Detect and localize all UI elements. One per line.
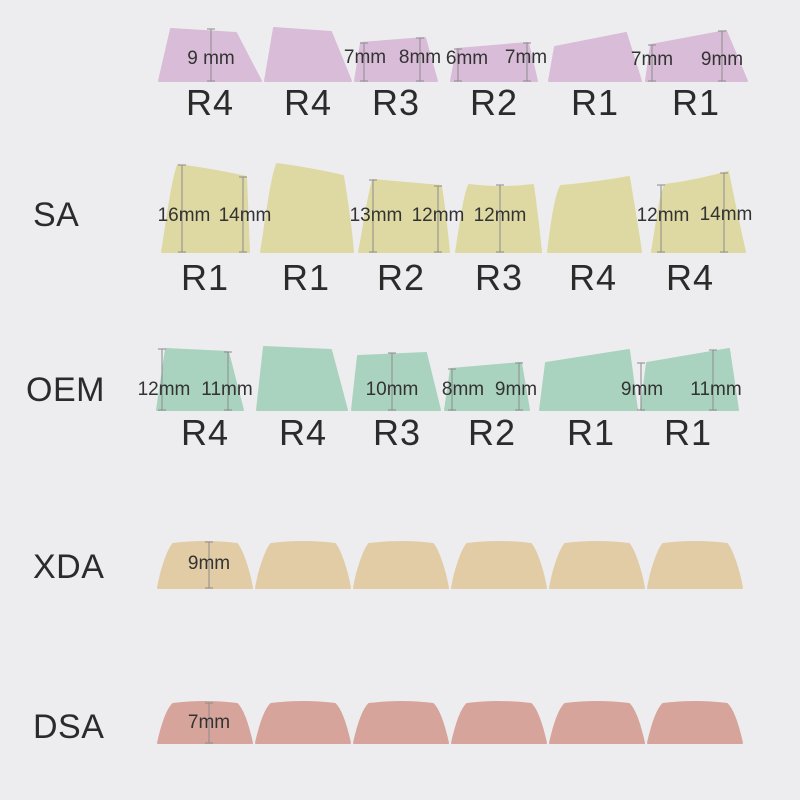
keycap-xda-6 [647,541,743,589]
measurement-label: 9 mm [187,48,235,69]
measurement-label: 10mm [365,379,419,400]
keycap-xda-2 [255,541,351,589]
measurement-label: 7mm [504,47,548,68]
row-label: R3 [372,412,422,453]
keycap-dsa-1 [157,701,253,744]
measurement-label: 8mm [441,379,485,400]
profile-label-sa: SA [33,196,80,234]
keycap-dsa-3 [353,701,449,744]
keycap-xda-3 [353,541,449,589]
keycap-sa-r2 [358,179,450,253]
measurement-label: 6mm [445,48,489,69]
keycap-xda-4 [451,541,547,589]
keycap-sa-r1-2 [260,163,354,253]
measurement-label: 7mm [343,47,387,68]
keycap-row-oem [156,346,739,411]
row-label: R4 [180,412,230,453]
measurement-lines-row-cherry [207,28,726,82]
row-label: R3 [474,257,524,298]
row-label: R1 [570,82,620,123]
keycap-oem-r4-2 [256,346,348,411]
row-label: R2 [376,257,426,298]
keycap-cherry-r4-1 [158,28,262,82]
measurement-lines-row-sa [178,164,728,253]
profile-label-oem: OEM [26,371,105,409]
keycap-dsa-4 [451,701,547,744]
keycap-sa-r1-1 [161,164,250,253]
row-label: R1 [671,82,721,123]
measurement-label: 12mm [636,205,690,226]
row-label: R4 [185,82,235,123]
keycap-dsa-6 [647,701,743,744]
measurement-label: 12mm [473,205,527,226]
keycap-row-cherry [158,27,748,82]
row-label: R4 [568,257,618,298]
keycap-sa-r4-2 [651,171,746,253]
measurement-label: 11mm [201,379,253,400]
row-label: R4 [278,412,328,453]
row-label: R1 [566,412,616,453]
row-label: R4 [283,82,333,123]
measurement-label: 7mm [630,49,674,70]
measurement-label: 13mm [349,205,403,226]
row-label: R2 [467,412,517,453]
measurement-label: 9mm [187,553,231,574]
row-label: R1 [180,257,230,298]
keycap-cherry-r4-2 [264,27,352,82]
keycap-sa-r4-1 [547,176,642,253]
keycap-cherry-r1-1 [548,32,642,82]
keycap-oem-r1-1 [539,349,638,411]
measurement-label: 8mm [398,47,442,68]
row-label: R4 [665,257,715,298]
keycap-row-sa [161,163,746,253]
measurement-label: 14mm [218,205,272,226]
measurement-label: 7mm [187,712,231,733]
keycap-dsa-5 [549,701,645,744]
keycap-xda-5 [549,541,645,589]
keycap-oem-r1-2 [640,348,739,411]
measurement-lines-row-dsa [205,702,213,744]
measurement-label: 9mm [620,379,664,400]
measurement-label: 14mm [699,204,753,225]
measurement-lines-row-oem [158,348,717,411]
keycap-cherry-r3 [354,37,438,82]
measurement-label: 12mm [411,205,465,226]
measurement-label: 12mm [137,379,191,400]
measurement-label: 11mm [690,379,742,400]
row-label: R1 [663,412,713,453]
row-label: R2 [469,82,519,123]
keycap-sa-r3 [455,184,542,253]
keycap-dsa-2 [255,701,351,744]
profile-label-dsa: DSA [33,708,105,746]
profile-label-xda: XDA [33,548,105,586]
row-label: R3 [371,82,421,123]
row-label: R1 [281,257,331,298]
keycap-row-dsa [157,701,743,744]
measurement-label: 9mm [700,49,744,70]
measurement-label: 9mm [494,379,538,400]
keycap-row-xda [157,541,743,589]
measurement-label: 16mm [157,205,211,226]
measurement-lines-row-xda [205,541,213,589]
keycap-oem-r3 [351,352,441,411]
